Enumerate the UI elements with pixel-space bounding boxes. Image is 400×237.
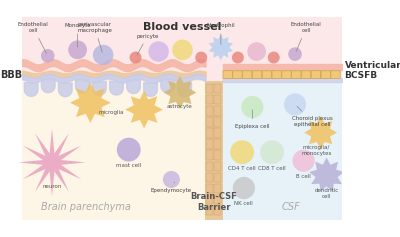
FancyBboxPatch shape bbox=[206, 150, 213, 160]
Text: CD4 T cell: CD4 T cell bbox=[228, 166, 256, 171]
Text: Endothelial
cell: Endothelial cell bbox=[291, 22, 322, 52]
FancyBboxPatch shape bbox=[214, 195, 221, 204]
FancyBboxPatch shape bbox=[214, 173, 221, 182]
FancyBboxPatch shape bbox=[206, 162, 213, 171]
Polygon shape bbox=[164, 76, 196, 109]
Text: NK cell: NK cell bbox=[234, 201, 253, 206]
FancyBboxPatch shape bbox=[321, 71, 330, 78]
FancyBboxPatch shape bbox=[214, 162, 221, 171]
Circle shape bbox=[172, 40, 193, 60]
FancyBboxPatch shape bbox=[206, 95, 213, 105]
Circle shape bbox=[288, 47, 302, 61]
FancyBboxPatch shape bbox=[214, 106, 221, 115]
FancyBboxPatch shape bbox=[206, 184, 213, 193]
FancyBboxPatch shape bbox=[292, 71, 301, 78]
Text: CD8 T cell: CD8 T cell bbox=[258, 166, 286, 171]
Circle shape bbox=[260, 140, 284, 164]
Circle shape bbox=[241, 96, 264, 118]
FancyBboxPatch shape bbox=[214, 84, 221, 93]
Circle shape bbox=[292, 150, 315, 172]
Circle shape bbox=[232, 52, 244, 64]
FancyBboxPatch shape bbox=[252, 71, 262, 78]
Text: Ventricular
BCSFB: Ventricular BCSFB bbox=[344, 61, 400, 80]
Circle shape bbox=[117, 138, 141, 162]
Text: neuron: neuron bbox=[42, 184, 62, 189]
FancyBboxPatch shape bbox=[206, 173, 213, 182]
Bar bbox=[22, 81, 206, 219]
FancyBboxPatch shape bbox=[214, 139, 221, 149]
Circle shape bbox=[195, 52, 207, 64]
FancyBboxPatch shape bbox=[311, 71, 321, 78]
FancyBboxPatch shape bbox=[206, 206, 213, 215]
Polygon shape bbox=[70, 82, 111, 123]
Text: Neutrophil: Neutrophil bbox=[206, 23, 235, 45]
Text: BBB: BBB bbox=[0, 70, 22, 80]
Circle shape bbox=[68, 41, 87, 59]
FancyBboxPatch shape bbox=[206, 117, 213, 127]
FancyBboxPatch shape bbox=[214, 206, 221, 215]
Circle shape bbox=[163, 171, 180, 188]
FancyBboxPatch shape bbox=[214, 150, 221, 160]
FancyBboxPatch shape bbox=[206, 139, 213, 149]
Text: microglia: microglia bbox=[99, 109, 124, 114]
FancyBboxPatch shape bbox=[262, 71, 272, 78]
FancyBboxPatch shape bbox=[272, 71, 281, 78]
Text: Blood vessel: Blood vessel bbox=[143, 22, 222, 32]
Bar bbox=[206, 81, 222, 219]
Polygon shape bbox=[304, 116, 337, 149]
Text: mast cell: mast cell bbox=[116, 163, 141, 168]
Text: B cell: B cell bbox=[296, 173, 311, 178]
Text: dendritic
cell: dendritic cell bbox=[314, 188, 339, 199]
FancyBboxPatch shape bbox=[206, 195, 213, 204]
Circle shape bbox=[93, 45, 113, 65]
FancyBboxPatch shape bbox=[233, 71, 242, 78]
Text: Choroid plexus
epithelial cell: Choroid plexus epithelial cell bbox=[292, 106, 332, 127]
Polygon shape bbox=[125, 91, 163, 128]
FancyBboxPatch shape bbox=[302, 71, 311, 78]
Circle shape bbox=[148, 41, 169, 62]
FancyBboxPatch shape bbox=[214, 117, 221, 127]
FancyBboxPatch shape bbox=[242, 71, 252, 78]
Circle shape bbox=[130, 52, 142, 64]
FancyBboxPatch shape bbox=[206, 84, 213, 93]
Bar bbox=[222, 81, 342, 219]
Circle shape bbox=[41, 49, 54, 63]
FancyBboxPatch shape bbox=[282, 71, 291, 78]
Bar bbox=[22, 18, 342, 81]
Text: Brain parenchyma: Brain parenchyma bbox=[41, 202, 131, 212]
Text: Epiplexa cell: Epiplexa cell bbox=[235, 110, 270, 129]
Text: perivascular
macrophage: perivascular macrophage bbox=[77, 22, 112, 52]
Circle shape bbox=[233, 177, 255, 199]
FancyBboxPatch shape bbox=[206, 106, 213, 115]
Circle shape bbox=[268, 52, 280, 64]
Circle shape bbox=[247, 42, 266, 61]
FancyBboxPatch shape bbox=[223, 71, 232, 78]
FancyBboxPatch shape bbox=[206, 128, 213, 138]
Polygon shape bbox=[18, 129, 86, 196]
FancyBboxPatch shape bbox=[331, 71, 340, 78]
Polygon shape bbox=[209, 35, 233, 60]
Circle shape bbox=[230, 140, 254, 164]
Bar bbox=[1, 18, 22, 219]
Text: Endothelial
cell: Endothelial cell bbox=[18, 22, 49, 53]
Circle shape bbox=[284, 93, 306, 115]
Text: Monocyte: Monocyte bbox=[64, 23, 91, 47]
FancyBboxPatch shape bbox=[214, 184, 221, 193]
Polygon shape bbox=[309, 157, 344, 192]
Text: CSF: CSF bbox=[281, 202, 300, 212]
FancyBboxPatch shape bbox=[214, 128, 221, 138]
Text: astrocyte: astrocyte bbox=[167, 105, 193, 109]
Text: pericyte: pericyte bbox=[136, 34, 159, 55]
Text: Ependymocyte: Ependymocyte bbox=[150, 182, 191, 193]
Text: Brain-CSF
Barrier: Brain-CSF Barrier bbox=[191, 192, 237, 212]
Text: microglia/
monocytes: microglia/ monocytes bbox=[301, 145, 332, 156]
FancyBboxPatch shape bbox=[214, 95, 221, 105]
